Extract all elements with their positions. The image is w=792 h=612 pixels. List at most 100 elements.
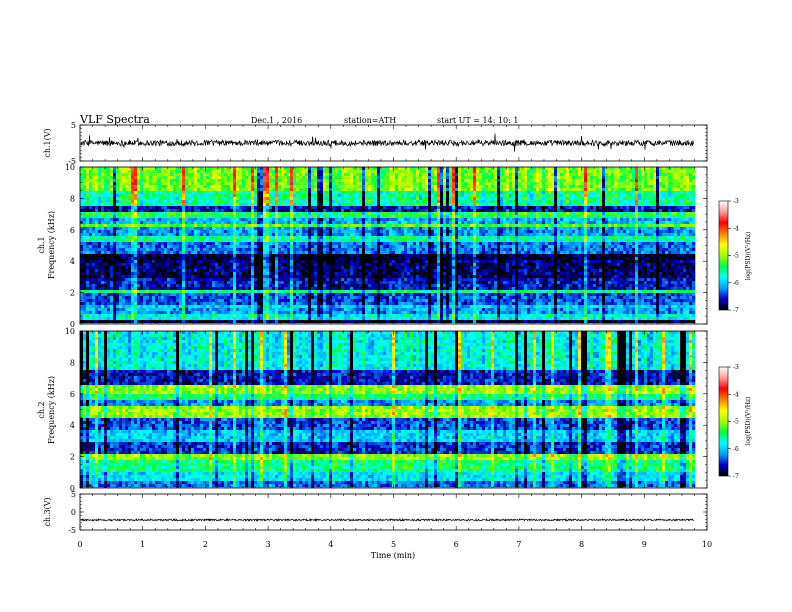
spectrogram-cell	[398, 170, 402, 174]
spectrogram-cell	[407, 194, 411, 198]
spectrogram-cell	[434, 233, 438, 237]
spectrogram-cell	[305, 170, 309, 174]
spectrogram-cell	[137, 233, 141, 237]
spectrogram-cell	[197, 230, 201, 234]
spectrogram-cell	[668, 230, 672, 234]
spectrogram-cell	[245, 191, 249, 195]
spectrogram-cell	[533, 173, 537, 177]
spectrogram-cell	[479, 191, 483, 195]
spectrogram-cell	[467, 233, 471, 237]
spectrogram-cell	[668, 197, 672, 201]
spectrogram-cell	[227, 221, 231, 225]
spectrogram-cell	[503, 221, 507, 225]
spectrogram-cell	[494, 173, 498, 177]
spectrogram-cell	[98, 209, 102, 213]
spectrogram-cell	[659, 206, 663, 210]
spectrogram-cell	[365, 236, 369, 240]
spectrogram-cell	[284, 179, 288, 183]
spectrogram-cell	[548, 206, 552, 210]
spectrogram-cell	[425, 227, 429, 231]
spectrogram-cell	[182, 194, 186, 198]
spectrogram-cell	[353, 188, 357, 192]
spectrogram-cell	[473, 206, 477, 210]
spectrogram-cell	[674, 179, 678, 183]
spectrogram-cell	[104, 200, 108, 204]
spectrogram-cell	[347, 188, 351, 192]
spectrogram-cell	[281, 212, 285, 216]
spectrogram-cell	[254, 185, 258, 189]
spectrogram-cell	[644, 227, 648, 231]
spectrogram-cell	[596, 218, 600, 222]
spectrogram-cell	[656, 197, 660, 201]
spectrogram-cell	[524, 206, 528, 210]
spectrogram-cell	[482, 170, 486, 174]
spectrogram-cell	[122, 200, 126, 204]
spectrogram-cell	[635, 206, 639, 210]
spectrogram-cell	[497, 215, 501, 219]
spectrogram-cell	[524, 203, 528, 207]
spectrogram-cell	[239, 236, 243, 240]
spectrogram-cell	[419, 227, 423, 231]
spectrogram-cell	[470, 191, 474, 195]
spectrogram-cell	[551, 224, 555, 228]
spectrogram-cell	[278, 203, 282, 207]
spectrogram-cell	[488, 173, 492, 177]
spectrogram-cell	[311, 173, 315, 177]
spectrogram-cell	[500, 221, 504, 225]
spectrogram-cell	[683, 173, 687, 177]
spectrogram-cell	[605, 203, 609, 207]
spectrogram-cell	[323, 236, 327, 240]
spectrogram-cell	[458, 194, 462, 198]
spectrogram-cell	[659, 200, 663, 204]
spectrogram-cell	[347, 221, 351, 225]
spectrogram-cell	[377, 233, 381, 237]
spectrogram-cell	[293, 230, 297, 234]
spectrogram-cell	[422, 176, 426, 180]
spectrogram-cell	[386, 197, 390, 201]
spectrogram-cell	[452, 218, 456, 222]
spectrogram-cell	[179, 191, 183, 195]
spectrogram-cell	[158, 200, 162, 204]
spectrogram-cell	[101, 191, 105, 195]
spectrogram-cell	[605, 209, 609, 213]
spectrogram-cell	[683, 170, 687, 174]
spectrogram-cell	[344, 212, 348, 216]
spectrogram-cell	[146, 218, 150, 222]
spectrogram-cell	[254, 194, 258, 198]
spectrogram-cell	[365, 206, 369, 210]
spectrogram-cell	[671, 227, 675, 231]
spectrogram-cell	[605, 218, 609, 222]
spectrogram-cell	[473, 230, 477, 234]
spectrogram-cell	[344, 230, 348, 234]
spectrogram-cell	[632, 230, 636, 234]
spectrogram-cell	[413, 233, 417, 237]
spectrogram-cell	[512, 206, 516, 210]
spectrogram-cell	[158, 185, 162, 189]
spectrogram-cell	[587, 170, 591, 174]
spectrogram-cell	[203, 182, 207, 186]
spectrogram-cell	[350, 197, 354, 201]
y-tick-label: -5	[68, 157, 76, 166]
spectrogram-cell	[464, 182, 468, 186]
spectrogram-cell	[146, 191, 150, 195]
spectrogram-cell	[323, 173, 327, 177]
spectrogram-cell	[452, 236, 456, 240]
spectrogram-cell	[275, 215, 279, 219]
spectrogram-cell	[368, 200, 372, 204]
spectrogram-cell	[155, 233, 159, 237]
spectrogram-cell	[317, 215, 321, 219]
spectrogram-cell	[98, 182, 102, 186]
spectrogram-cell	[134, 188, 138, 192]
spectrogram-cell	[158, 203, 162, 207]
spectrogram-cell	[404, 173, 408, 177]
spectrogram-cell	[542, 182, 546, 186]
spectrogram-cell	[119, 170, 123, 174]
spectrogram-cell	[386, 206, 390, 210]
spectrogram-cell	[659, 215, 663, 219]
spectrogram-cell	[332, 185, 336, 189]
spectrogram-cell	[389, 206, 393, 210]
spectrogram-cell	[512, 224, 516, 228]
spectrogram-cell	[428, 215, 432, 219]
spectrogram-cell	[551, 233, 555, 237]
spectrogram-cell	[632, 170, 636, 174]
